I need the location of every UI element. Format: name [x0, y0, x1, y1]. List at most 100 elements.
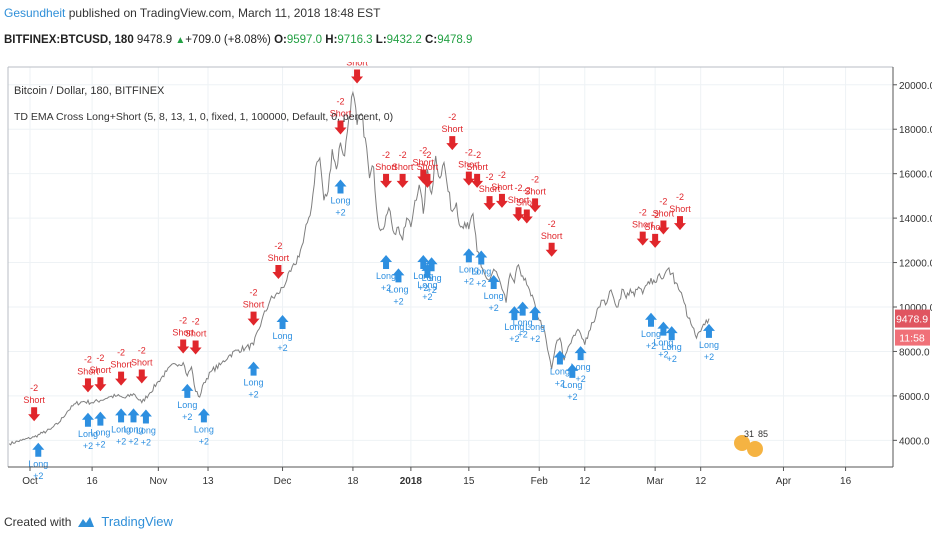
- long-signal-value: +2: [426, 285, 436, 295]
- open-value: 9597.0: [286, 34, 323, 46]
- short-signal-label: Short: [508, 195, 530, 205]
- event-flag-2-icon[interactable]: [747, 441, 763, 457]
- short-signal: Short-2: [479, 172, 501, 211]
- long-signal-label: Long: [244, 378, 264, 388]
- long-signal: Long +2: [484, 275, 504, 313]
- high-label: H:: [325, 34, 338, 46]
- long-signal-label: Long: [562, 380, 582, 390]
- down-arrow-icon: [462, 171, 475, 186]
- event-flag-2-label: 85: [758, 429, 768, 439]
- short-signal-label: Short: [185, 329, 207, 339]
- signal-markers: Short-2Long+2Short-2Short-2Long+2Long+2S…: [23, 62, 719, 481]
- long-signal: Long +2: [273, 315, 293, 353]
- long-signal-label: Long: [78, 429, 98, 439]
- long-signal: Long +2: [641, 312, 661, 351]
- short-signal-value: -2: [515, 183, 523, 193]
- up-arrow-icon: [94, 411, 107, 426]
- long-signal-label: Long: [653, 338, 673, 348]
- short-signal: Short-2: [23, 383, 45, 422]
- long-signal-label: Long: [504, 322, 524, 332]
- price-tick-label: 20000.0: [899, 81, 932, 92]
- down-arrow-icon: [334, 120, 347, 135]
- down-arrow-icon: [636, 231, 649, 246]
- short-signal-value: -2: [473, 150, 481, 160]
- price-badges: 9478.9 11:58: [895, 309, 930, 346]
- long-signal-label: Long: [273, 331, 293, 341]
- long-signal-label: Long: [550, 367, 570, 377]
- up-arrow-icon: [665, 326, 678, 341]
- short-signal: Short-2: [392, 150, 414, 188]
- short-signal: Short -2: [442, 112, 464, 151]
- indicator-legend: TD EMA Cross Long+Short (5, 8, 13, 1, 0,…: [14, 111, 393, 123]
- down-arrow-icon: [135, 369, 148, 384]
- low-label: L:: [375, 34, 387, 46]
- short-signal-label: Short: [110, 360, 132, 370]
- short-signal-label: Short: [172, 327, 194, 337]
- chart-background: [0, 62, 932, 502]
- last-price: 9478.9: [136, 34, 173, 46]
- up-arrow-icon: [380, 255, 393, 269]
- up-arrow-icon: [462, 248, 475, 263]
- tradingview-logo-icon: [78, 516, 95, 527]
- long-signal-value: +2: [476, 279, 486, 289]
- event-flag-1-label: 31: [744, 429, 754, 439]
- tradingview-brand[interactable]: TradingView: [101, 514, 173, 529]
- up-arrow-icon: [516, 301, 529, 316]
- countdown-badge: [895, 329, 930, 346]
- short-signal-label: Short: [442, 124, 464, 134]
- long-signal-label: Long: [417, 280, 437, 290]
- long-signal: Long +2: [177, 383, 197, 422]
- long-signal-value: +2: [277, 343, 287, 353]
- short-signal: Short-2: [243, 288, 265, 326]
- time-tick-label: Oct: [22, 476, 38, 487]
- long-signal-value: +2: [489, 303, 499, 313]
- long-signal: Long +2: [388, 268, 408, 306]
- price-chart[interactable]: 4000.0 6000.0 8000.0 10000.0 12000.0 14000.0 1…: [0, 62, 932, 502]
- short-signal-value: -2: [192, 317, 200, 327]
- up-arrow-icon: [553, 350, 566, 365]
- down-arrow-icon: [673, 216, 686, 231]
- price-change: +709.0 (+8.08%): [185, 34, 271, 46]
- short-signal-value: -2: [84, 354, 92, 364]
- time-axis: Oct 16 Nov 13 Dec 18 2018 15 Feb 12 Mar 12 Apr 16: [22, 467, 852, 487]
- last-price-badge-label: 9478.9: [896, 314, 928, 326]
- down-arrow-icon: [115, 371, 128, 386]
- time-tick-label: Apr: [776, 476, 792, 487]
- short-signal: Short-2: [110, 348, 132, 386]
- down-arrow-icon: [380, 173, 393, 188]
- short-signal-label: Short: [90, 365, 112, 375]
- time-tick-label: 2018: [400, 476, 423, 487]
- up-arrow-icon: [127, 408, 140, 423]
- short-signal: Short-2: [330, 97, 352, 135]
- up-arrow-icon: [574, 346, 587, 361]
- low-value: 9432.2: [386, 34, 422, 46]
- down-arrow-icon: [351, 69, 364, 84]
- down-arrow-icon: [189, 340, 202, 355]
- up-arrow-icon: [334, 179, 347, 194]
- long-signal-value: +2: [530, 334, 540, 344]
- long-signal-label: Long: [123, 424, 143, 434]
- short-signal: Short-2: [644, 210, 666, 248]
- long-signal-value: +2: [418, 283, 428, 293]
- long-signal-label: Long: [571, 362, 591, 372]
- up-arrow-icon: [32, 442, 45, 457]
- long-signal-label: Long: [662, 342, 682, 352]
- event-flags[interactable]: 31 85: [734, 429, 768, 457]
- long-signal-value: +2: [335, 207, 345, 217]
- short-signal-value: -2: [448, 112, 456, 122]
- event-flag-1-icon[interactable]: [734, 435, 750, 451]
- short-signal-label: Short: [330, 109, 352, 119]
- author-link[interactable]: Gesundheit: [4, 6, 66, 20]
- down-arrow-icon: [512, 207, 525, 222]
- long-signal-value: +2: [422, 292, 432, 302]
- series-title: Bitcoin / Dollar, 180, BITFINEX: [14, 85, 165, 97]
- down-arrow-icon: [421, 173, 434, 188]
- short-signal-value: -2: [274, 241, 282, 251]
- long-signal-label: Long: [136, 425, 156, 435]
- long-signal-label: Long: [388, 284, 408, 294]
- long-signal: Long +2: [244, 361, 264, 400]
- short-signal-label: Short: [669, 204, 691, 214]
- long-signal-label: Long: [177, 400, 197, 410]
- short-signal: Short -2: [508, 183, 530, 222]
- short-signal-value: -2: [639, 208, 647, 218]
